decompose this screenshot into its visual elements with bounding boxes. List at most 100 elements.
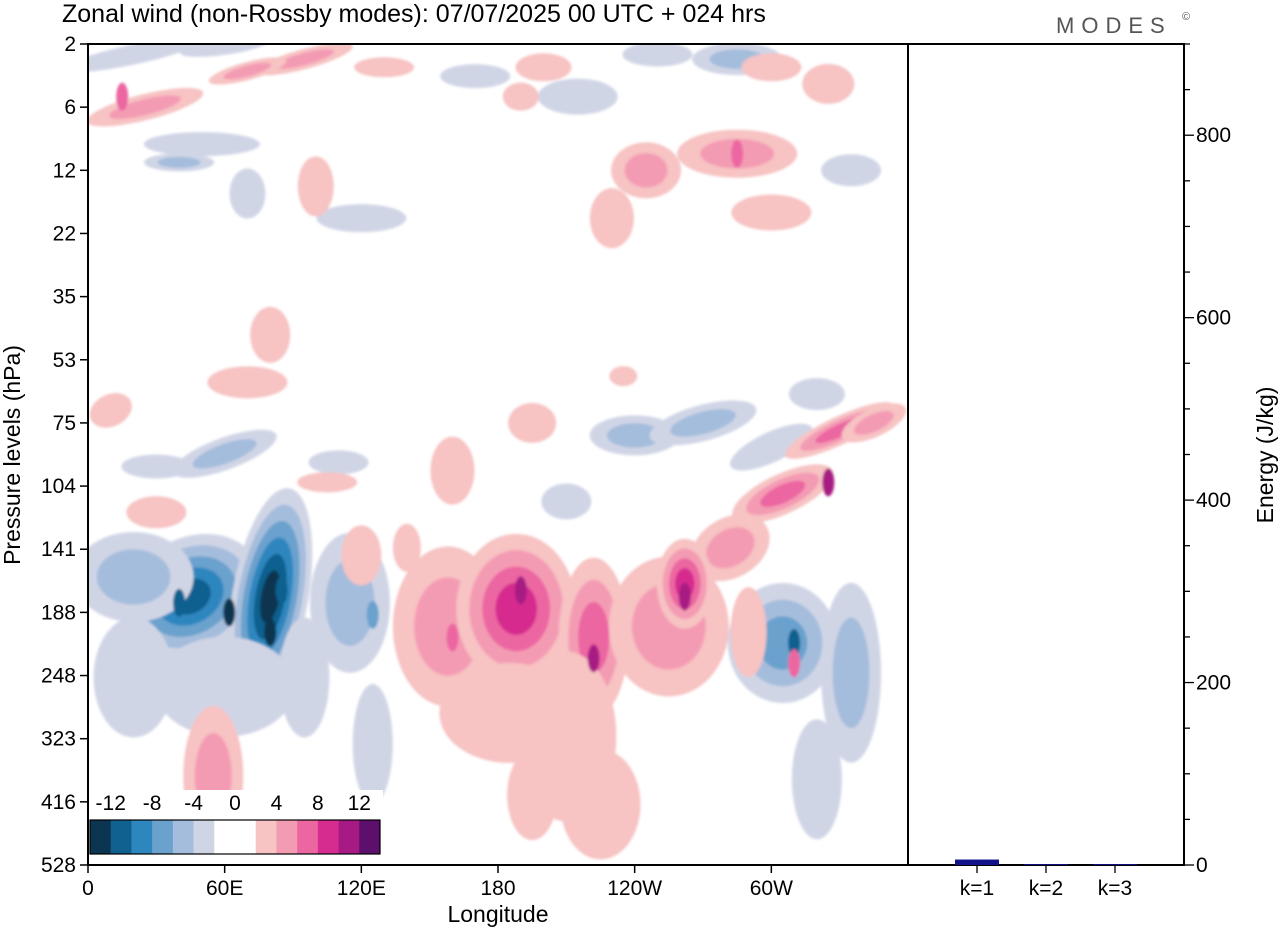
pressure-tick-label: 35 xyxy=(53,286,76,309)
longitude-tick-label: 180 xyxy=(480,877,515,900)
chart-title: Zonal wind (non-Rossby modes): 07/07/202… xyxy=(62,0,766,28)
pressure-tick-label: 104 xyxy=(41,475,76,498)
contour-core xyxy=(514,576,527,605)
positive-contour xyxy=(507,750,558,841)
negative-contour xyxy=(788,378,845,411)
energy-axis-title: Energy (J/kg) xyxy=(1252,387,1278,524)
energy-bars: k=1 k=2 k=3 xyxy=(955,859,1137,900)
contour-core xyxy=(173,588,186,617)
negative-contour xyxy=(541,483,592,520)
negative-contour xyxy=(121,454,192,479)
longitude-tick-label: 60E xyxy=(206,877,243,900)
positive-contour xyxy=(578,602,610,674)
colorbar-swatch xyxy=(255,820,277,854)
negative-contour xyxy=(821,154,882,187)
positive-contour xyxy=(706,527,755,569)
colorbar-swatch xyxy=(152,820,174,854)
energy-frame xyxy=(907,43,1185,866)
negative-contour xyxy=(229,168,266,219)
colorbar-swatch xyxy=(317,820,340,854)
negative-contour xyxy=(832,617,870,729)
longitude-tick-label: 120E xyxy=(337,877,386,900)
energy-category-label: k=2 xyxy=(1029,877,1063,900)
pressure-tick-label: 2 xyxy=(64,33,76,56)
pressure-tick-label: 416 xyxy=(41,791,76,814)
negative-contour xyxy=(606,423,663,448)
positive-contour xyxy=(392,523,421,572)
longitude-tick-label: 60W xyxy=(750,877,793,900)
pressure-ticks: 2 6 12 22 35 53 75 104 141 188 248 323 416 528 xyxy=(41,33,88,877)
colorbar-swatch xyxy=(338,820,360,854)
negative-contour xyxy=(88,44,203,73)
contour-core xyxy=(788,649,801,678)
contour-core xyxy=(446,623,459,652)
positive-contour xyxy=(126,496,187,529)
positive-contour xyxy=(502,82,539,111)
positive-contour xyxy=(207,366,288,399)
colorbar-swatch xyxy=(297,820,319,854)
pressure-tick-label: 6 xyxy=(64,96,76,119)
contour-core xyxy=(731,139,744,168)
negative-contour xyxy=(143,132,260,157)
colorbar-swatch xyxy=(359,820,381,854)
negative-contour xyxy=(440,64,511,89)
colorbar-swatch xyxy=(90,820,112,854)
negative-contour xyxy=(670,409,736,437)
colorbar-label: -8 xyxy=(143,792,162,815)
negative-contour xyxy=(180,44,270,57)
positive-contour xyxy=(341,525,382,586)
x-axis-title: Longitude xyxy=(447,901,548,927)
longitude-tick-label: 120W xyxy=(607,877,662,900)
modes-logo: MODES © xyxy=(1056,11,1190,38)
colorbar-label: -4 xyxy=(184,792,203,815)
pressure-tick-label: 75 xyxy=(53,412,76,435)
brand-text: MODES xyxy=(1056,13,1172,38)
energy-bar xyxy=(1024,864,1068,866)
pressure-tick-label: 248 xyxy=(41,665,76,688)
y-axis-title: Pressure levels (hPa) xyxy=(0,345,25,565)
pressure-tick-label: 53 xyxy=(53,349,76,372)
energy-tick-label: 800 xyxy=(1196,124,1231,147)
positive-contour xyxy=(89,393,132,428)
contour-core xyxy=(366,600,379,629)
positive-contour xyxy=(495,582,538,635)
brand-mark: © xyxy=(1182,11,1190,23)
colorbar-swatch xyxy=(235,820,257,854)
colorbar-label: 8 xyxy=(312,792,324,815)
contour-core xyxy=(223,598,236,627)
positive-contour xyxy=(250,306,291,363)
contour-core xyxy=(822,468,835,497)
positive-contour xyxy=(731,194,812,231)
negative-contour xyxy=(622,44,693,67)
negative-contour xyxy=(192,438,257,469)
positive-contour xyxy=(109,95,181,119)
colorbar-swatch xyxy=(214,820,236,854)
positive-contour xyxy=(297,472,358,493)
positive-contour xyxy=(760,480,806,508)
negative-contour xyxy=(157,156,201,168)
pressure-tick-label: 12 xyxy=(53,159,76,182)
contour-core xyxy=(678,582,691,611)
longitude-ticks: 0 60E 120E 180 120W 60W xyxy=(82,865,793,900)
energy-category-label: k=1 xyxy=(960,877,994,900)
negative-contour xyxy=(730,423,813,471)
colorbar-label: 0 xyxy=(229,792,241,815)
colorbar-label: 12 xyxy=(348,792,371,815)
positive-contour xyxy=(802,63,855,104)
positive-contour xyxy=(741,53,802,82)
energy-category-label: k=3 xyxy=(1098,877,1132,900)
positive-contour xyxy=(274,49,335,70)
negative-contour xyxy=(154,636,295,737)
energy-tick-label: 0 xyxy=(1196,854,1208,877)
pressure-tick-label: 528 xyxy=(41,854,76,877)
positive-contour xyxy=(853,410,894,435)
colorbar-swatch xyxy=(193,820,215,854)
positive-contour xyxy=(560,749,641,860)
negative-contour xyxy=(279,617,330,738)
positive-contour xyxy=(223,62,272,80)
colorbar-label: 4 xyxy=(271,792,283,815)
pressure-tick-label: 141 xyxy=(41,538,76,561)
positive-contour xyxy=(297,156,334,217)
colorbar: -12 -8 -4 0 4 8 12 xyxy=(89,790,383,858)
